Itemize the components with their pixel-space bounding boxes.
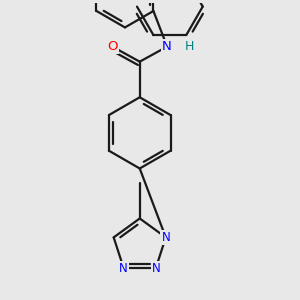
Text: H: H [184,40,194,53]
Text: N: N [152,262,160,275]
Text: N: N [162,40,172,53]
Text: O: O [107,40,118,53]
Text: N: N [119,262,128,275]
Text: N: N [161,231,170,244]
